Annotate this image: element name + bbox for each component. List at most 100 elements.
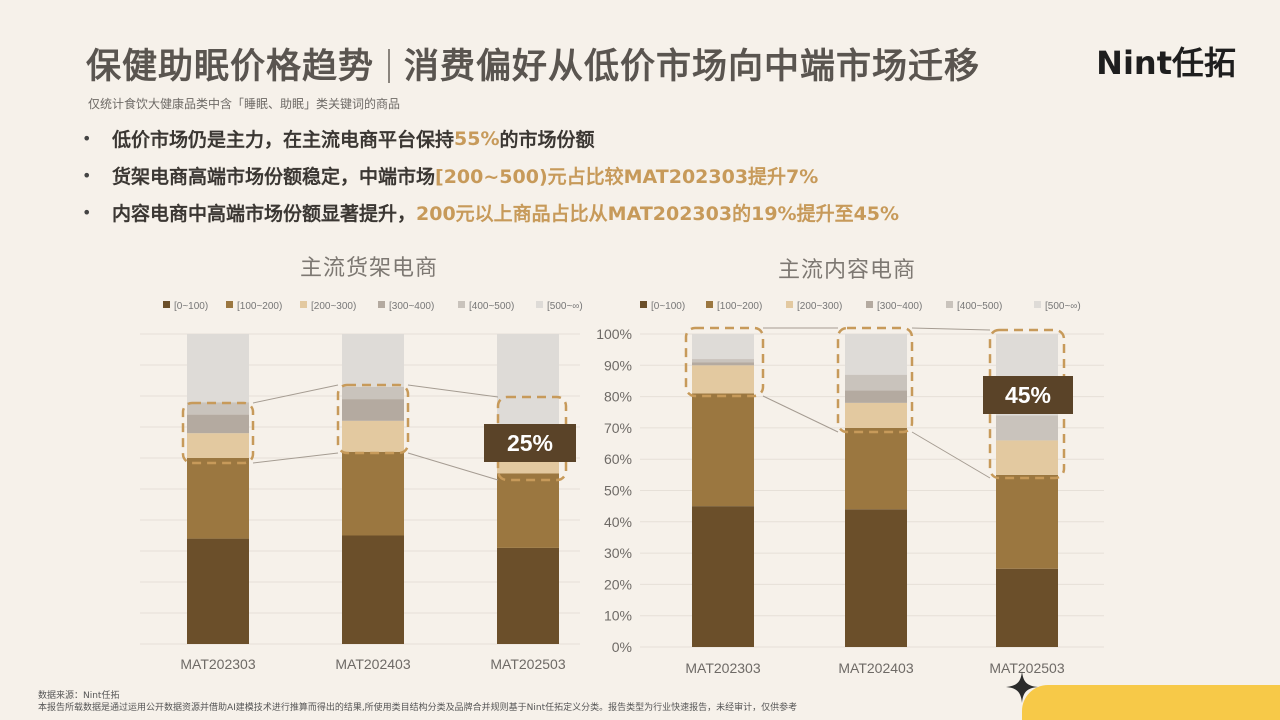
legend-swatch <box>226 301 233 308</box>
connector-line <box>252 452 339 464</box>
sparkle-icon <box>1006 671 1038 703</box>
chart-title-content: 主流内容电商 <box>778 258 917 283</box>
highlight-box <box>836 326 914 434</box>
bar-segment <box>342 451 404 536</box>
legend-swatch <box>1034 301 1041 308</box>
legend-swatch <box>786 301 793 308</box>
y-tick-label: 80% <box>604 389 632 405</box>
y-tick-label: 20% <box>604 576 632 592</box>
bar-segment <box>187 458 249 539</box>
page-title: 保健助眠价格趋势 消费偏好从低价市场向中端市场迁移 <box>86 38 980 89</box>
bar-segment <box>845 374 907 391</box>
bar-segment <box>996 568 1058 647</box>
bullet-item: • 内容电商中高端市场份额显著提升， 200元以上商品占比从MAT202303的19… <box>82 194 899 231</box>
bar-segment <box>497 473 559 548</box>
chart-title-shelf: 主流货架电商 <box>300 256 439 281</box>
x-tick-label: MAT202303 <box>685 660 760 676</box>
legend-swatch <box>640 301 647 308</box>
bar-segment <box>845 427 907 510</box>
bar-segment <box>845 334 907 375</box>
bar-segment <box>845 402 907 428</box>
connector-line <box>407 384 499 398</box>
bar-segment <box>996 415 1058 441</box>
bar-segment <box>342 535 404 644</box>
legend-swatch <box>946 301 953 308</box>
legend-entry: [100~200) <box>717 301 762 312</box>
legend-entry: [0~100) <box>174 301 208 312</box>
bullet-dot-icon: • <box>82 166 92 185</box>
connector-line <box>911 327 991 331</box>
legend-swatch <box>300 301 307 308</box>
y-tick-label: 10% <box>604 608 632 624</box>
connector-line <box>252 384 339 404</box>
legend-swatch <box>706 301 713 308</box>
footer: 数据来源：Nint任拓 本报告所载数据是通过运用公开数据资源并借助AI建模技术进… <box>38 690 797 714</box>
bar-segment <box>342 386 404 400</box>
y-tick-label: 40% <box>604 514 632 530</box>
x-tick-label: MAT202403 <box>838 660 913 676</box>
connector-line <box>407 452 499 481</box>
y-tick-label: 60% <box>604 451 632 467</box>
bullet-highlight: 200元以上商品占比从MAT202303的19%提升至45% <box>416 203 900 225</box>
legend-swatch <box>378 301 385 308</box>
legend-entry: [500~∞) <box>547 301 583 312</box>
bar-segment <box>187 414 249 434</box>
bar-segment <box>996 440 1058 475</box>
y-tick-label: 100% <box>596 326 632 342</box>
connector-line <box>911 431 991 479</box>
legend-swatch <box>458 301 465 308</box>
legend-entry: [0~100) <box>651 301 685 312</box>
bullet-highlight: [200~500)元占比较MAT202303提升7% <box>435 166 819 188</box>
y-tick-label: 70% <box>604 420 632 436</box>
legend-entry: [400~500) <box>469 301 514 312</box>
bullet-text: 的市场份额 <box>499 129 595 151</box>
bar-segment <box>187 433 249 458</box>
annotation-badge <box>484 424 576 462</box>
bar-segment <box>692 393 754 507</box>
y-tick-label: 50% <box>604 483 632 499</box>
y-tick-label: 0% <box>612 639 632 655</box>
legend-swatch <box>536 301 543 308</box>
bar-segment <box>497 547 559 644</box>
legend-entry: [300~400) <box>389 301 434 312</box>
bullet-text: 低价市场仍是主力，在主流电商平台保持 <box>112 129 455 151</box>
connector-line <box>762 395 839 433</box>
bar-segment <box>187 538 249 644</box>
x-tick-label: MAT202503 <box>490 656 565 672</box>
bar-segment <box>845 509 907 647</box>
bar-segment <box>692 365 754 394</box>
legend-swatch <box>866 301 873 308</box>
x-tick-label: MAT202303 <box>180 656 255 672</box>
title-right: 消费偏好从低价市场向中端市场迁移 <box>404 47 981 87</box>
footer-source: 数据来源：Nint任拓 <box>38 691 120 701</box>
title-separator <box>388 49 391 83</box>
highlight-box <box>684 326 765 398</box>
bullet-text: 内容电商中高端市场份额显著提升， <box>112 203 417 225</box>
bar-segment <box>187 334 249 403</box>
legend-entry: [300~400) <box>877 301 922 312</box>
bar-segment <box>845 390 907 403</box>
bar-segment <box>342 420 404 452</box>
bullet-item: • 货架电商高端市场份额稳定，中端市场 [200~500)元占比较MAT202303… <box>82 157 899 194</box>
nint-logo: Nint任拓 <box>1096 44 1236 82</box>
y-tick-label: 90% <box>604 357 632 373</box>
bar-segment <box>187 402 249 415</box>
legend-entry: [400~500) <box>957 301 1002 312</box>
annotation-label: 25% <box>507 430 553 456</box>
legend-swatch <box>163 301 170 308</box>
bullet-dot-icon: • <box>82 129 92 148</box>
x-tick-label: MAT202403 <box>335 656 410 672</box>
legend-entry: [500~∞) <box>1045 301 1081 312</box>
page-subtitle: 仅统计食饮大健康品类中含「睡眠、助眠」类关键词的商品 <box>88 97 401 111</box>
legend-entry: [200~300) <box>797 301 842 312</box>
bar-segment <box>497 334 559 427</box>
y-tick-label: 30% <box>604 545 632 561</box>
bullet-dot-icon: • <box>82 203 92 222</box>
bullet-item: • 低价市场仍是主力，在主流电商平台保持 55% 的市场份额 <box>82 120 899 157</box>
bullet-highlight: 55% <box>454 127 500 150</box>
annotation-badge <box>983 376 1073 414</box>
bar-segment <box>692 362 754 366</box>
bar-segment <box>692 334 754 360</box>
